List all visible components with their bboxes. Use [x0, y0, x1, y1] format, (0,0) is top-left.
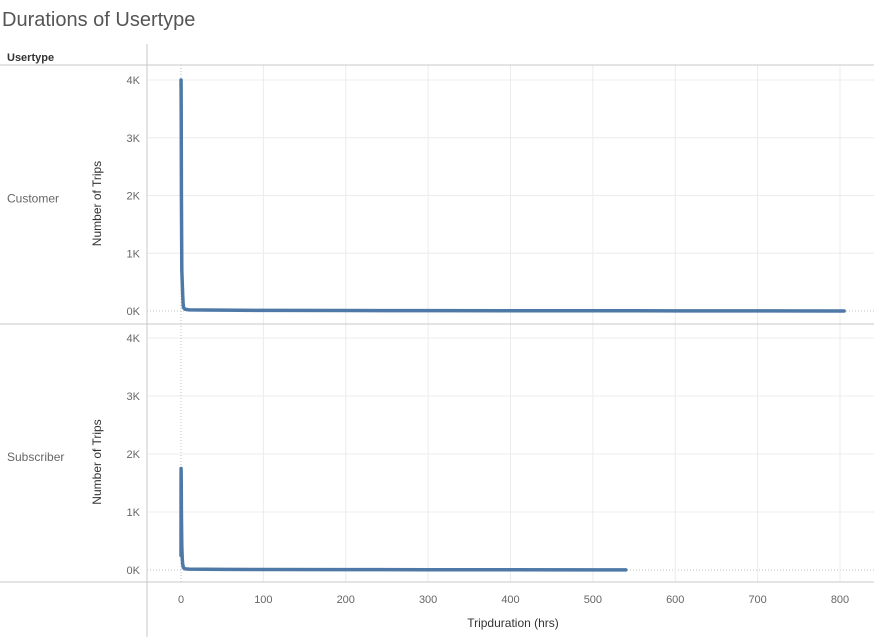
x-tick-label: 700 — [748, 594, 766, 606]
row-label-customer: Customer — [7, 192, 59, 206]
x-axis-title: Tripduration (hrs) — [467, 616, 559, 630]
x-tick-label: 200 — [337, 594, 355, 606]
y-axis-title: Number of Trips — [90, 161, 104, 246]
row-header-label: Usertype — [7, 52, 54, 64]
x-tick-label: 300 — [419, 594, 437, 606]
y-tick-label: 3K — [127, 391, 141, 403]
y-tick-label: 2K — [127, 449, 141, 461]
chart-title: Durations of Usertype — [2, 9, 196, 31]
row-label-subscriber: Subscriber — [7, 450, 64, 464]
x-tick-label: 600 — [666, 594, 684, 606]
x-tick-label: 500 — [584, 594, 602, 606]
x-tick-label: 0 — [178, 594, 184, 606]
y-tick-label: 0K — [127, 565, 141, 577]
y-tick-label: 0K — [127, 306, 141, 318]
y-tick-label: 4K — [127, 333, 141, 345]
x-tick-label: 100 — [254, 594, 272, 606]
series-line-subscriber — [179, 466, 628, 572]
y-tick-label: 3K — [127, 133, 141, 145]
series-line-customer — [179, 78, 846, 313]
y-tick-label: 4K — [127, 75, 141, 87]
y-tick-label: 1K — [127, 248, 141, 260]
y-tick-label: 1K — [127, 507, 141, 519]
x-tick-label: 400 — [501, 594, 519, 606]
y-axis-title: Number of Trips — [90, 419, 104, 504]
y-tick-label: 2K — [127, 191, 141, 203]
x-tick-label: 800 — [831, 594, 849, 606]
